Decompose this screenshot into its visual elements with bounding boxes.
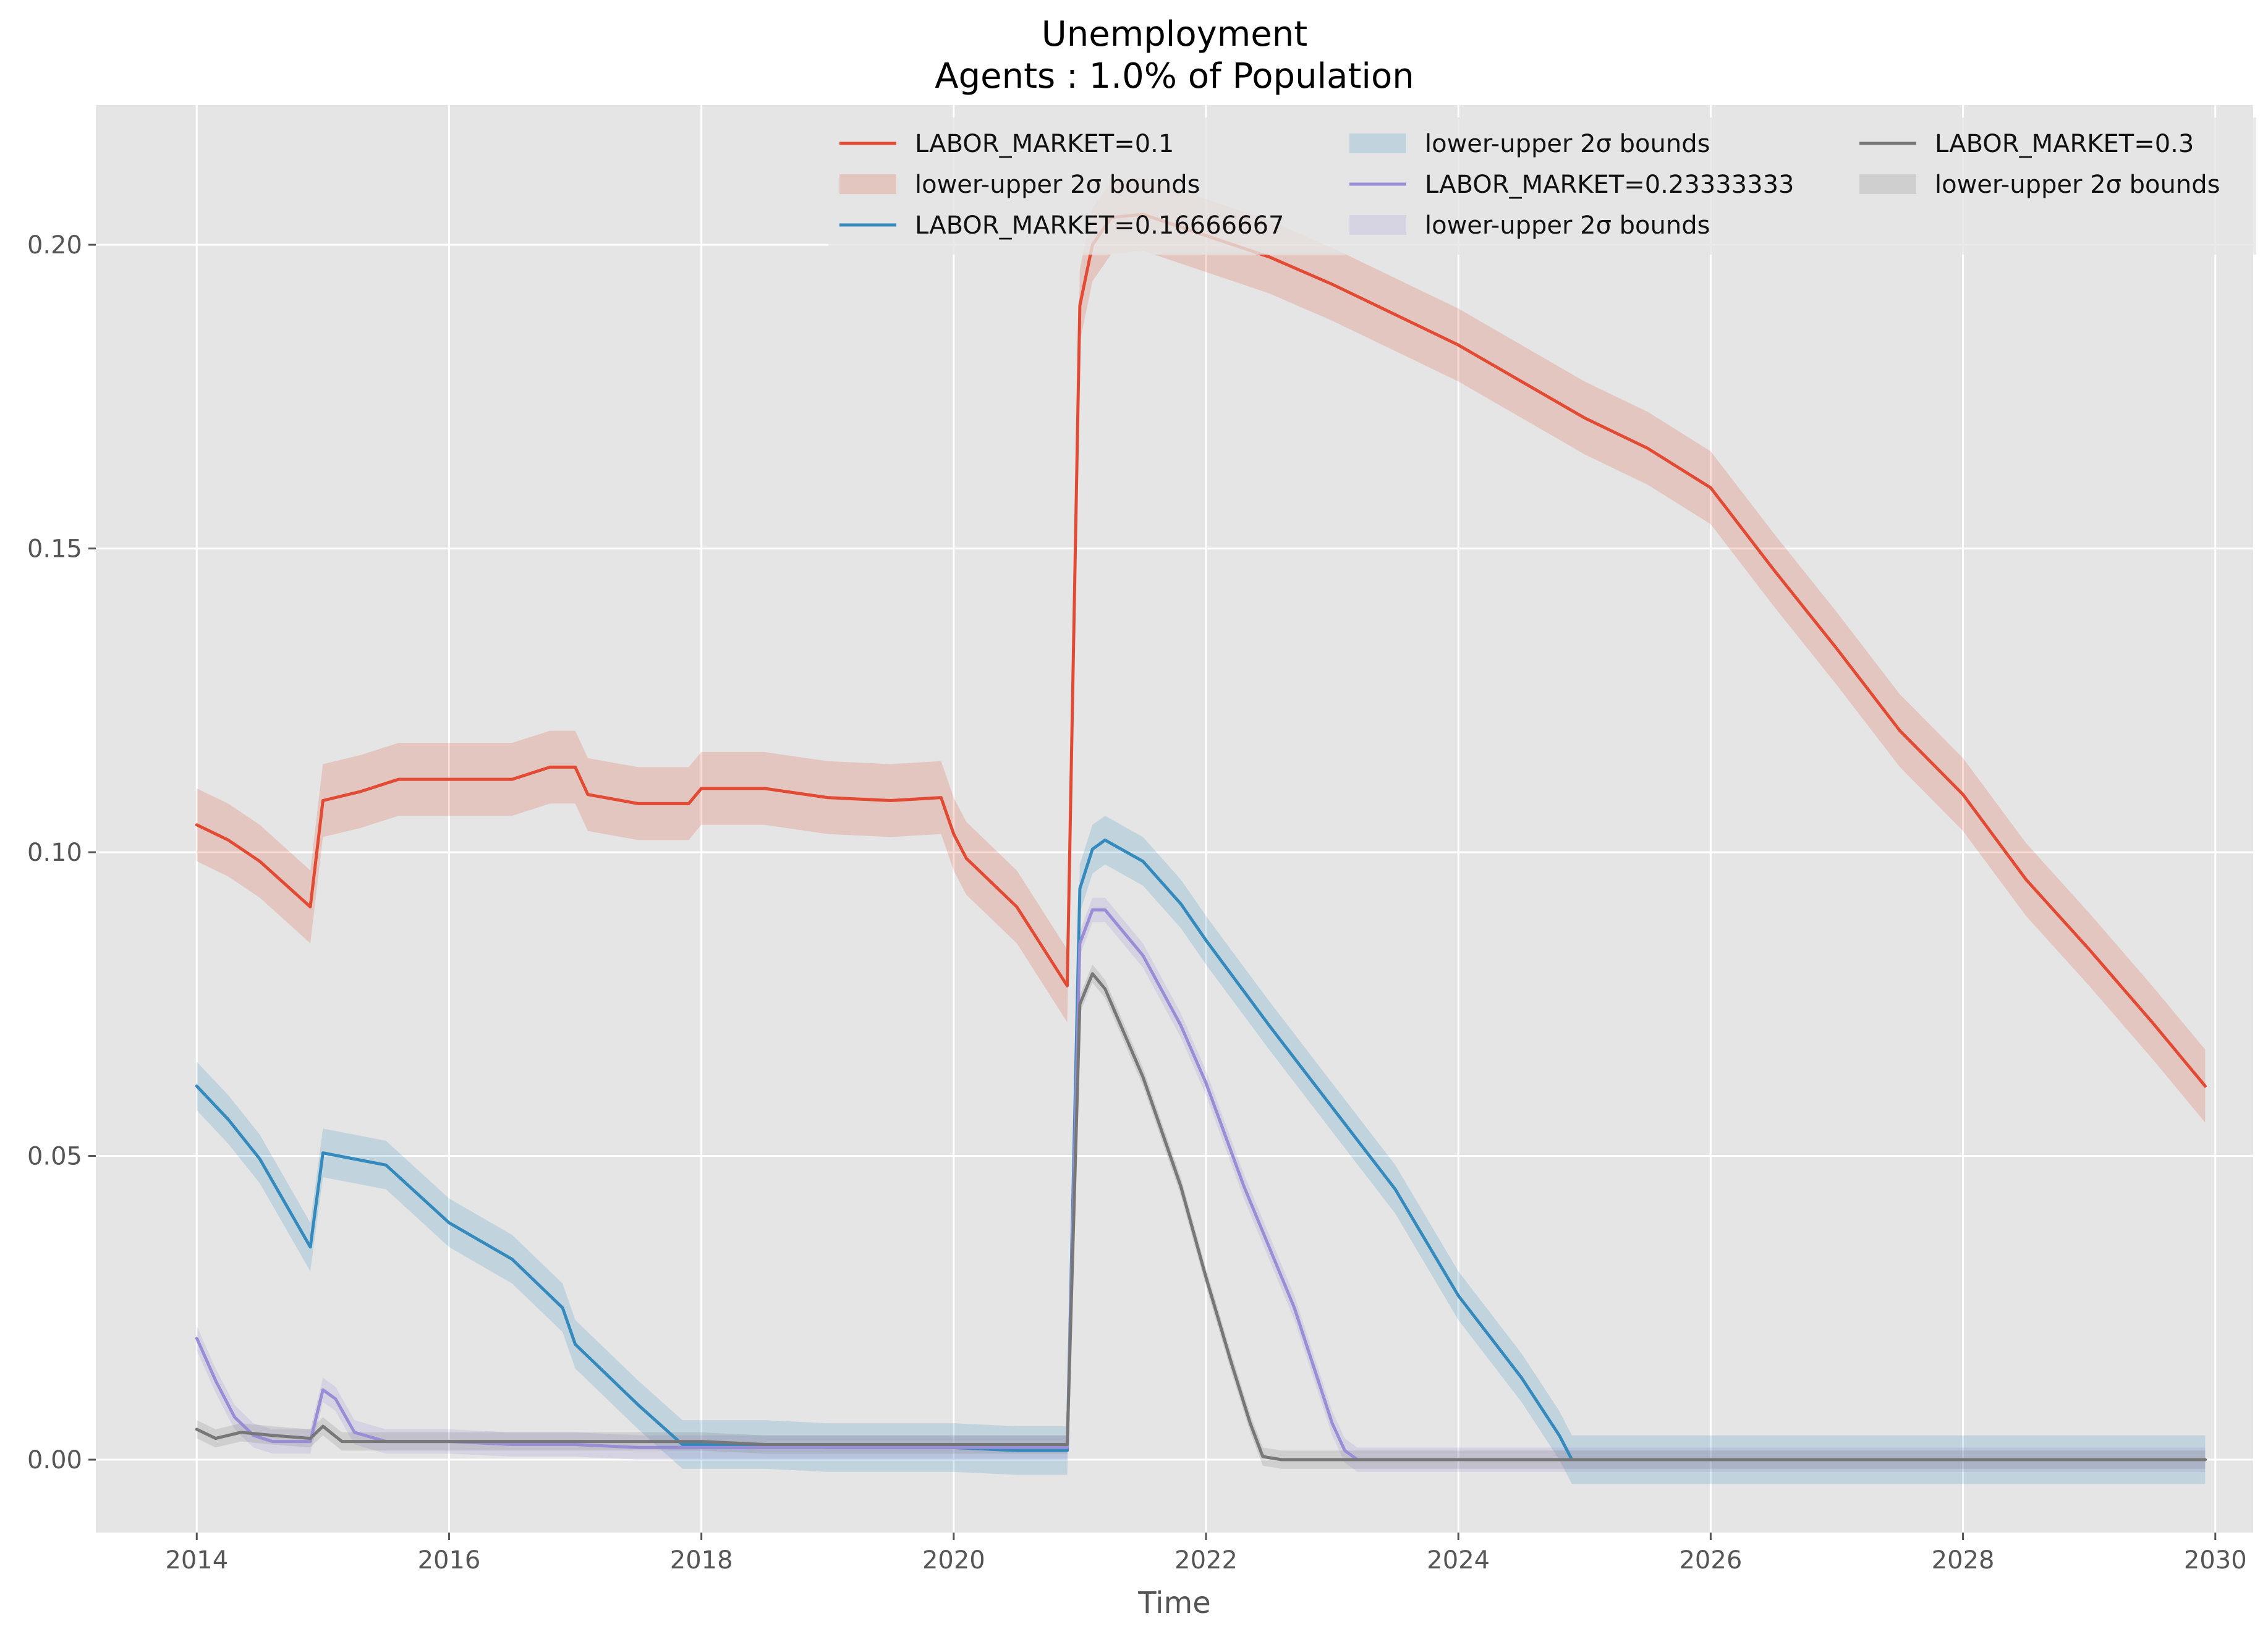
chart-title: Unemployment <box>1042 14 1307 54</box>
x-axis-label: Time <box>1137 1586 1210 1620</box>
x-tick-label: 2024 <box>1427 1546 1490 1575</box>
legend-band-swatch <box>839 174 896 194</box>
legend-label: LABOR_MARKET=0.1 <box>915 130 1174 158</box>
series-2-band <box>197 816 2206 1484</box>
y-tick-label: 0.05 <box>27 1143 82 1171</box>
series-4-line <box>195 972 2207 1461</box>
legend-label: LABOR_MARKET=0.3 <box>1935 130 2194 158</box>
chart-subtitle: Agents : 1.0% of Population <box>935 56 1414 96</box>
legend-box <box>828 117 2256 255</box>
legend-label: lower-upper 2σ bounds <box>1425 130 1710 158</box>
x-tick-label: 2022 <box>1174 1546 1238 1575</box>
legend-band-swatch <box>1349 215 1406 235</box>
series-1-line <box>195 213 2207 1088</box>
legend-band-swatch <box>1859 174 1916 194</box>
y-tick-label: 0.00 <box>27 1446 82 1474</box>
confidence-bands <box>197 178 2206 1484</box>
x-tick-label: 2028 <box>1932 1546 1995 1575</box>
series-lines <box>195 213 2207 1461</box>
y-tick-label: 0.15 <box>27 535 82 564</box>
legend-label: LABOR_MARKET=0.16666667 <box>915 211 1284 240</box>
legend-label: lower-upper 2σ bounds <box>1425 211 1710 240</box>
plot-area <box>96 105 2253 1533</box>
legend-label: lower-upper 2σ bounds <box>1935 171 2220 199</box>
x-tick-label: 2030 <box>2184 1546 2247 1575</box>
x-tick-label: 2014 <box>165 1546 228 1575</box>
x-tick-label: 2016 <box>418 1546 481 1575</box>
y-tick-label: 0.20 <box>27 231 82 260</box>
axis-ticks: 2014 2016 2018 2020 2022 2024 2026 2028 2030 0.00… <box>27 231 2247 1575</box>
legend-band-swatch <box>1349 133 1406 153</box>
legend-label: LABOR_MARKET=0.23333333 <box>1425 171 1794 199</box>
y-tick-label: 0.10 <box>27 839 82 867</box>
series-2-line <box>195 838 2207 1461</box>
x-tick-label: 2026 <box>1679 1546 1742 1575</box>
legend-label: lower-upper 2σ bounds <box>915 171 1200 199</box>
x-tick-label: 2020 <box>922 1546 985 1575</box>
legend: LABOR_MARKET=0.1 lower-upper 2σ bounds LAB… <box>828 117 2256 255</box>
x-tick-label: 2018 <box>670 1546 733 1575</box>
